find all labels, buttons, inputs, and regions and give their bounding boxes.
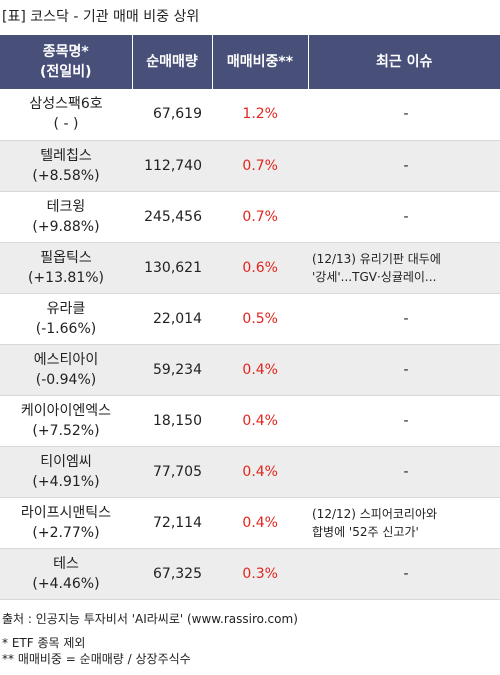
stock-change: (+4.46%) [32,575,100,592]
net-volume: 77,705 [132,446,212,498]
recent-issue-line1: - [403,412,409,429]
recent-issue-line1: - [403,157,409,174]
source-note: 출처 : 인공지능 투자비서 'AI라씨로' (www.rassiro.com) [2,612,298,626]
stock-change: (+7.52%) [32,422,100,439]
recent-issue-cell: - [308,548,500,600]
stock-name-cell: 필옵틱스 (+13.81%) [0,242,132,294]
header-net-volume: 순매매량 [131,35,212,89]
recent-issue-line1: - [403,361,409,378]
net-volume: 72,114 [132,497,212,549]
net-volume: 67,619 [132,89,212,141]
trade-ratio: 0.6% [212,242,308,294]
stock-name: 필옵틱스 [40,249,92,266]
net-volume: 67,325 [132,548,212,600]
table-row: 에스티아이 (-0.94%) 59,234 0.4% - [0,344,500,396]
stock-name: 라이프시맨틱스 [20,504,112,521]
trade-ratio: 0.3% [212,548,308,600]
recent-issue-cell: - [308,395,500,447]
stock-name: 텔레칩스 [40,147,92,164]
recent-issue-cell: - [308,191,500,243]
net-volume: 18,150 [132,395,212,447]
trade-ratio: 1.2% [212,89,308,141]
table-header-row: 종목명* (전일비) 순매매량 매매비중** 최근 이슈 [0,35,500,89]
recent-issue-line1: - [403,310,409,327]
stock-change: (+2.77%) [32,524,100,541]
stock-name: 테크윙 [46,198,86,215]
recent-issue-line1: - [403,208,409,225]
page-title: [표] 코스닥 - 기관 매매 비중 상위 [2,9,200,25]
table-row: 티이엠씨 (+4.91%) 77,705 0.4% - [0,446,500,498]
recent-issue-cell: - [308,344,500,396]
stock-change: (+4.91%) [32,473,100,490]
trade-ratio: 0.7% [212,191,308,243]
table-row: 유라클 (-1.66%) 22,014 0.5% - [0,293,500,345]
trade-ratio: 0.4% [212,446,308,498]
net-volume: 22,014 [132,293,212,345]
header-stock-name-line1: 종목명* [42,44,89,60]
recent-issue-cell: - [308,89,500,141]
header-stock-name: 종목명* (전일비) [0,35,132,89]
trade-ratio: 0.4% [212,395,308,447]
net-volume: 130,621 [132,242,212,294]
trade-ratio: 0.4% [212,497,308,549]
trade-ratio: 0.5% [212,293,308,345]
recent-issue-line1: - [403,106,409,123]
stock-change: (-1.66%) [35,320,97,337]
recent-issue-line1: (12/12) 스피어코리아와 [312,506,438,521]
table-row: 케이아이엔엑스 (+7.52%) 18,150 0.4% - [0,395,500,447]
footnote-etf: * ETF 종목 제외 [2,636,86,650]
table-row: 테스 (+4.46%) 67,325 0.3% - [0,548,500,600]
stock-change: (+9.88%) [32,218,100,235]
stock-change: (+13.81%) [27,269,105,286]
stock-name-cell: 테스 (+4.46%) [0,548,132,600]
table-row: 필옵틱스 (+13.81%) 130,621 0.6% (12/13) 유리기판 대두에… [0,242,500,294]
stock-name: 에스티아이 [33,351,99,368]
table-row: 테크윙 (+9.88%) 245,456 0.7% - [0,191,500,243]
ranking-table: 종목명* (전일비) 순매매량 매매비중** 최근 이슈 삼성스팩6호 ( - )… [0,35,500,600]
stock-name: 삼성스팩6호 [29,96,103,113]
recent-issue-line1: (12/13) 유리기판 대두에 [312,251,441,266]
stock-name: 유라클 [46,300,86,317]
header-recent-issue: 최근 이슈 [307,35,500,89]
stock-name-cell: 케이아이엔엑스 (+7.52%) [0,395,132,447]
stock-name: 티이엠씨 [40,453,92,470]
recent-issue-cell: - [308,140,500,192]
net-volume: 245,456 [132,191,212,243]
recent-issue-cell: - [308,446,500,498]
stock-name-cell: 티이엠씨 (+4.91%) [0,446,132,498]
stock-change: (-0.94%) [35,371,97,388]
stock-name-cell: 라이프시맨틱스 (+2.77%) [0,497,132,549]
table-row: 라이프시맨틱스 (+2.77%) 72,114 0.4% (12/12) 스피어코리아와… [0,497,500,549]
stock-name-cell: 삼성스팩6호 ( - ) [0,89,132,141]
table-row: 텔레칩스 (+8.58%) 112,740 0.7% - [0,140,500,192]
stock-name-cell: 유라클 (-1.66%) [0,293,132,345]
header-trade-ratio: 매매비중** [211,35,308,89]
recent-issue-line2: 합병에 '52주 신고가' [312,524,419,539]
recent-issue-cell: - [308,293,500,345]
stock-name-cell: 텔레칩스 (+8.58%) [0,140,132,192]
stock-name: 케이아이엔엑스 [20,402,112,419]
net-volume: 59,234 [132,344,212,396]
recent-issue-line2: '강세'...TGV·싱귤레이... [312,269,437,284]
trade-ratio: 0.4% [212,344,308,396]
stock-name: 테스 [53,555,79,572]
footnote-ratio: ** 매매비중 = 순매매량 / 상장주식수 [2,652,191,666]
stock-change: ( - ) [53,116,79,133]
recent-issue-line1: - [403,565,409,582]
recent-issue-cell: (12/13) 유리기판 대두에 '강세'...TGV·싱귤레이... [308,242,500,294]
recent-issue-line1: - [403,463,409,480]
header-stock-name-line2: (전일비) [40,64,92,80]
stock-name-cell: 에스티아이 (-0.94%) [0,344,132,396]
net-volume: 112,740 [132,140,212,192]
stock-name-cell: 테크윙 (+9.88%) [0,191,132,243]
stock-change: (+8.58%) [32,167,100,184]
trade-ratio: 0.7% [212,140,308,192]
table-row: 삼성스팩6호 ( - ) 67,619 1.2% - [0,89,500,141]
